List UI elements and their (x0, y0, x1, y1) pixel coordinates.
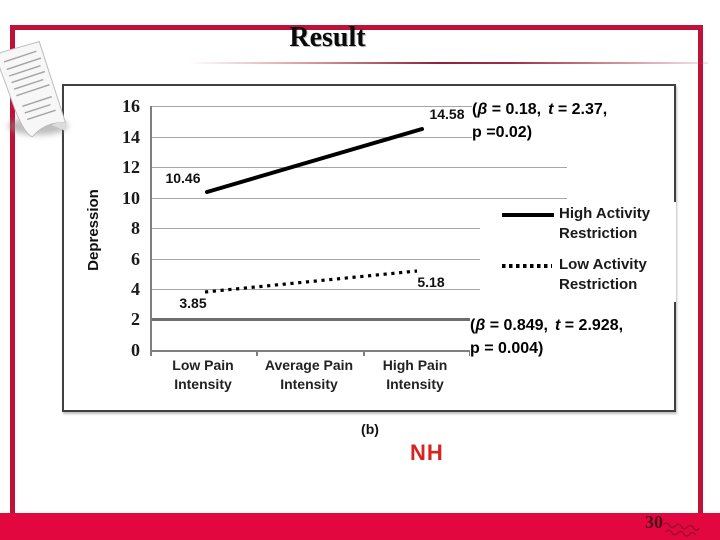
page-number: 30 (645, 512, 663, 532)
y-tick-label: 8 (131, 218, 140, 238)
beta-symbol: β (475, 317, 486, 334)
series-lines (204, 127, 424, 294)
t-symbol: t (548, 101, 554, 118)
x-tick-label-low: Low Pain Intensity (172, 357, 234, 392)
beta-symbol: β (477, 101, 488, 118)
stats-annotation-high-activity: (β = 0.18, t = 2.37, p =0.02) (472, 98, 668, 144)
caption-nh: NH (410, 440, 444, 465)
paper-clipart-icon (0, 41, 68, 138)
data-label: 14.58 (429, 106, 465, 122)
figure-label: (b) (361, 421, 379, 437)
y-tick-label: 6 (131, 249, 140, 269)
page-title: Result (289, 22, 366, 53)
y-tick-label: 4 (131, 279, 140, 299)
gridline-12 (150, 167, 567, 168)
legend-label-high-activity: High Activity Restriction (559, 205, 651, 242)
depression-pain-chart: 16 14 12 10 8 6 4 2 0 Depression Low Pai… (62, 84, 676, 412)
gridline-16 (150, 106, 567, 107)
gridline-6 (150, 259, 567, 260)
y-tick-label: 16 (122, 96, 140, 116)
legend (480, 202, 676, 302)
x-axis-tick (256, 350, 258, 356)
title-underline (188, 62, 708, 64)
data-label: 5.18 (417, 274, 445, 290)
y-tick-label: 2 (131, 309, 140, 329)
data-label: 10.46 (165, 170, 201, 186)
high-activity-line (205, 127, 424, 194)
data-label: 3.85 (179, 295, 207, 311)
y-tick-label: 10 (122, 188, 140, 208)
legend-label-low-activity: Low Activity Restriction (559, 256, 647, 293)
legend-dotted-line-sample (502, 264, 552, 268)
bottom-accent-band (0, 513, 720, 540)
x-tick-label-average: Average Pain Intensity (264, 357, 354, 392)
x-axis-tick (363, 350, 365, 356)
t-symbol: t (554, 317, 561, 334)
gridline-14 (150, 137, 567, 138)
x-axis-tick (150, 350, 152, 356)
gridline-8 (150, 228, 567, 229)
y-tick-label: 12 (122, 157, 140, 177)
x-tick-label-high: High Pain Intensity (382, 357, 448, 392)
y-axis-line (150, 106, 152, 352)
signature-scribble-icon (662, 522, 700, 537)
y-tick-label: 0 (131, 340, 140, 360)
gridline-10 (150, 198, 567, 199)
low-activity-dotted-line (204, 269, 418, 294)
gridline-2 (150, 318, 567, 321)
y-tick-label: 14 (122, 127, 140, 147)
legend-solid-line-sample (502, 213, 554, 217)
x-axis-line (150, 350, 470, 352)
gridline-4 (150, 289, 567, 290)
stats-annotation-low-activity: (β = 0.849, t = 2.928, p = 0.004) (470, 314, 670, 360)
